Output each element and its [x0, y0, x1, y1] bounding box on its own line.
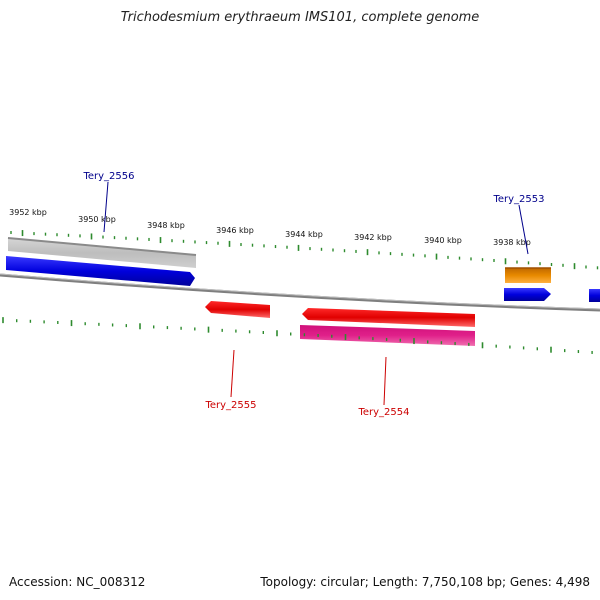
feature-tery-2554-red[interactable] [302, 308, 475, 327]
scale-label: 3938 kbp [493, 238, 531, 247]
scale-label: 3952 kbp [9, 208, 47, 217]
feature-orange[interactable] [505, 267, 551, 283]
feature-blue-forward-3[interactable] [589, 289, 600, 302]
scale-label: 3950 kbp [78, 215, 116, 224]
scale-labels: 3952 kbp 3950 kbp 3948 kbp 3946 kbp 3944 kbp… [9, 208, 531, 247]
feature-gray [7, 237, 197, 268]
callout-tery-2554[interactable]: Tery_2554 [357, 356, 410, 418]
genome-info: Topology: circular; Length: 7,750,108 bp… [260, 575, 590, 589]
scale-ticks-inner [2, 317, 593, 354]
scale-label: 3942 kbp [354, 233, 392, 242]
feature-blue-forward[interactable] [6, 256, 195, 286]
feature-blue-forward-2[interactable] [504, 288, 551, 301]
accession-label: Accession: NC_008312 [9, 575, 146, 589]
scale-label: 3940 kbp [424, 236, 462, 245]
gene-label-tery-2553: Tery_2553 [492, 194, 544, 205]
callout-tery-2555[interactable]: Tery_2555 [204, 349, 257, 411]
callout-tery-2556[interactable]: Tery_2556 [82, 171, 135, 233]
callout-tery-2553[interactable]: Tery_2553 [492, 194, 545, 255]
gene-label-tery-2554: Tery_2554 [357, 407, 409, 418]
scale-label: 3944 kbp [285, 230, 323, 239]
feature-tery-2554-pink[interactable] [300, 325, 475, 346]
scale-label: 3948 kbp [147, 221, 185, 230]
scale-label: 3946 kbp [216, 226, 254, 235]
scale-ticks-outer [10, 230, 599, 270]
gene-label-tery-2555: Tery_2555 [204, 400, 256, 411]
map-title: Trichodesmium erythraeum IMS101, complet… [120, 10, 480, 25]
feature-tery-2555[interactable] [205, 301, 270, 318]
gene-label-tery-2556: Tery_2556 [82, 171, 134, 182]
genome-backbone [0, 273, 600, 312]
